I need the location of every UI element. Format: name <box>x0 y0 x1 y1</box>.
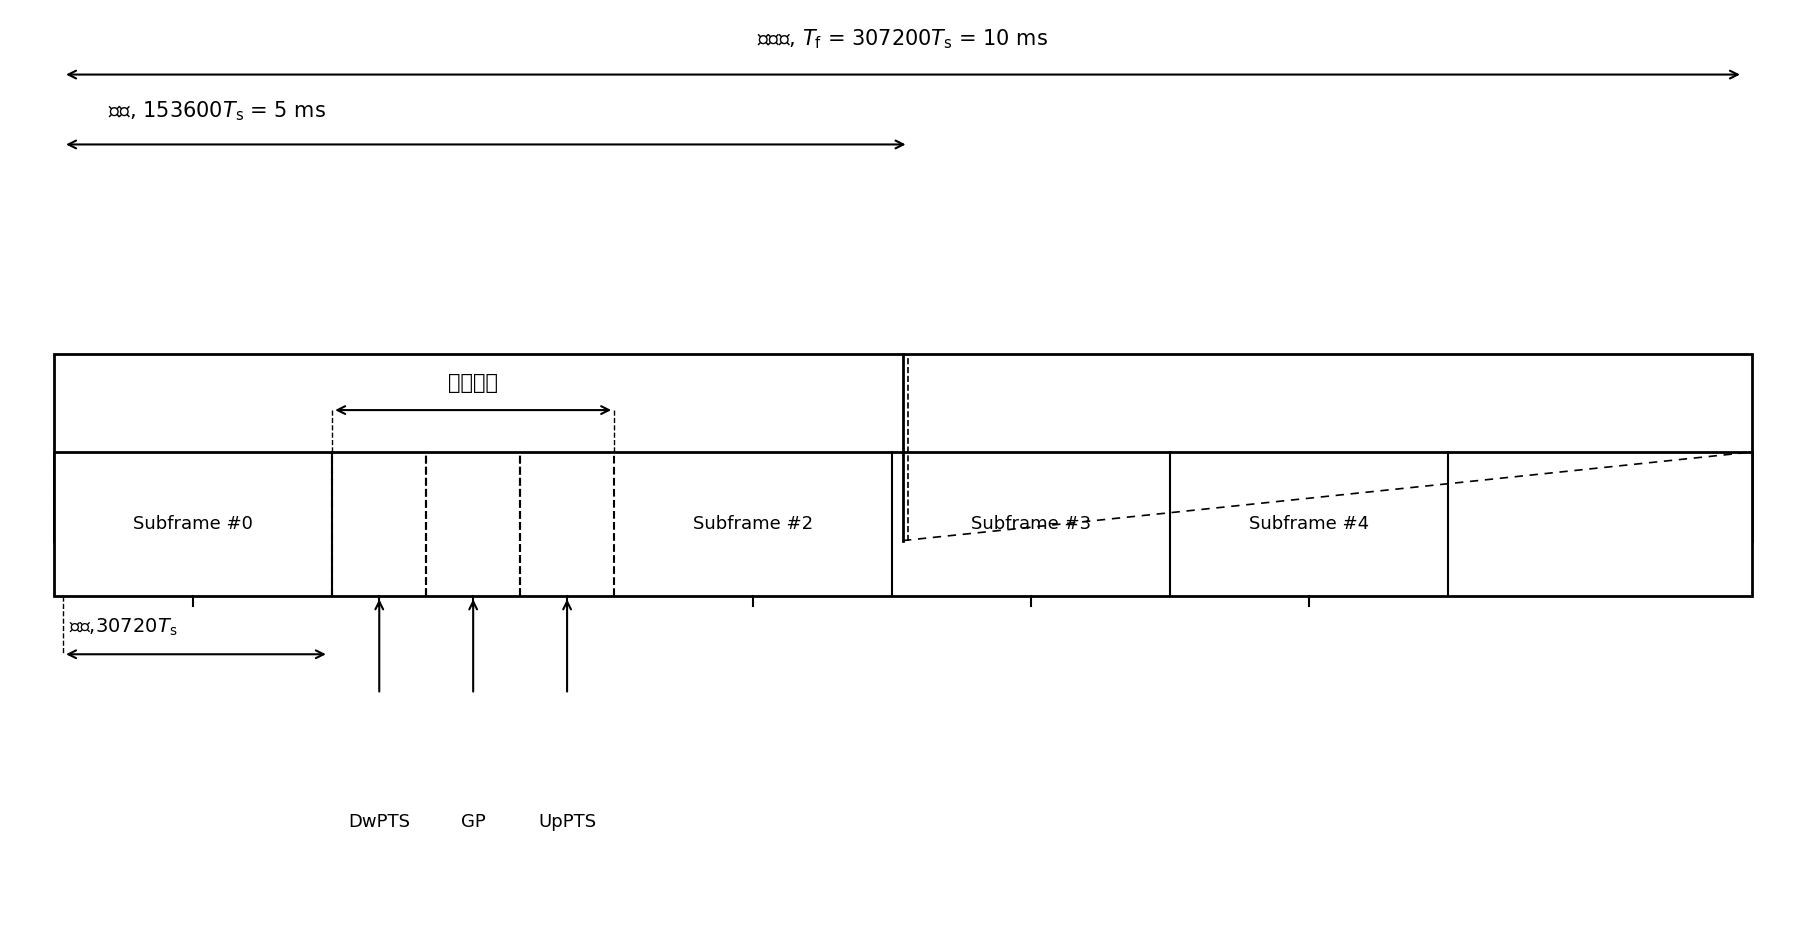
Text: DwPTS: DwPTS <box>348 813 410 830</box>
Text: Subframe #0: Subframe #0 <box>134 515 253 533</box>
Text: 子帧,30720$T_{\rm s}$: 子帧,30720$T_{\rm s}$ <box>69 617 177 638</box>
Bar <box>54 452 1751 596</box>
Text: 特殊子帧: 特殊子帧 <box>448 374 498 393</box>
Text: GP: GP <box>460 813 486 830</box>
Text: 无线帧, $T_{\rm f}$ = 307200$T_{\rm s}$ = 10 ms: 无线帧, $T_{\rm f}$ = 307200$T_{\rm s}$ = 1… <box>756 28 1049 51</box>
Text: Subframe #4: Subframe #4 <box>1249 515 1368 533</box>
Text: 半帧, 153600$T_{\rm s}$ = 5 ms: 半帧, 153600$T_{\rm s}$ = 5 ms <box>108 100 327 123</box>
Bar <box>54 354 1751 541</box>
Text: Subframe #2: Subframe #2 <box>693 515 812 533</box>
Text: Subframe #3: Subframe #3 <box>971 515 1090 533</box>
Text: UpPTS: UpPTS <box>538 813 596 830</box>
